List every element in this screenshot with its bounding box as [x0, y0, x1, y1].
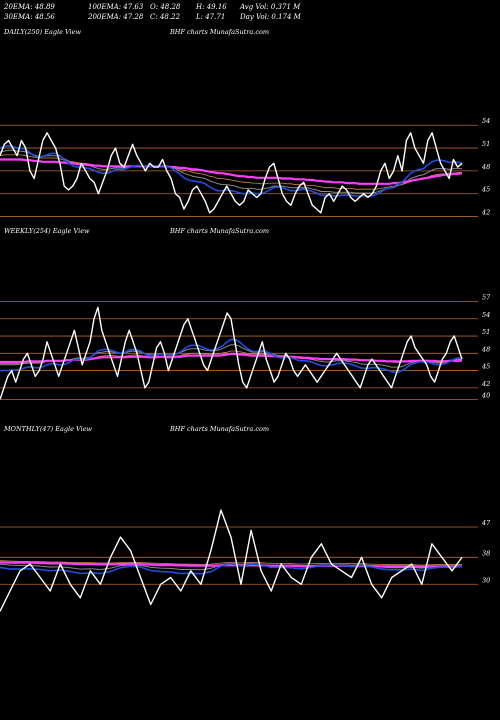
- weekly-y-tick-label: 45: [481, 363, 490, 371]
- weekly-site-label: BHF charts MunafaSutra.com: [170, 227, 270, 235]
- stat-close: C: 48.22: [150, 13, 180, 21]
- monthly-ema-slow-line: [0, 561, 462, 568]
- stat-200ema: 200EMA: 47.28: [88, 13, 144, 21]
- monthly-y-tick-label: 38: [482, 549, 490, 557]
- daily-site-label: BHF charts MunafaSutra.com: [170, 28, 270, 36]
- monthly-y-tick-label: 30: [482, 576, 490, 584]
- stat-high: H: 49.16: [196, 3, 227, 11]
- monthly-site-label: BHF charts MunafaSutra.com: [170, 425, 270, 433]
- stat-open: O: 48.28: [150, 3, 181, 11]
- monthly-y-tick-label: 47: [481, 519, 491, 527]
- daily-y-tick-label: 54: [482, 117, 490, 125]
- daily-y-tick-label: 48: [481, 163, 490, 171]
- stat-day-vol: Day Vol: 0.174 M: [240, 13, 301, 21]
- daily-ema-thin-line: [0, 154, 462, 190]
- weekly-y-tick-label: 42: [481, 380, 490, 388]
- weekly-y-tick-label: 57: [482, 294, 491, 302]
- daily-ema-fast-line: [0, 145, 462, 197]
- daily-panel-label: DAILY(250) Eagle View: [4, 28, 82, 36]
- stat-low: L: 47.71: [196, 13, 226, 21]
- weekly-price-line: [0, 306, 463, 400]
- daily-ema-slow-line: [0, 158, 463, 185]
- stat-20ema: 20EMA: 48.89: [4, 3, 55, 11]
- stat-avg-vol: Avg Vol: 0.371 M: [240, 3, 301, 11]
- monthly-ema-fast-line: [0, 562, 463, 575]
- weekly-y-tick-label: 54: [482, 311, 490, 319]
- weekly-panel-label: WEEKLY(254) Eagle View: [4, 227, 90, 235]
- weekly-y-tick-label: 40: [481, 391, 490, 399]
- daily-y-tick-label: 45: [481, 186, 490, 194]
- daily-y-tick-label: 42: [481, 209, 490, 217]
- monthly-ema-thin-line: [0, 560, 463, 566]
- weekly-ema-mid-line: [0, 344, 462, 368]
- monthly-price-line: [0, 509, 463, 612]
- daily-price-line: [0, 132, 463, 214]
- weekly-ema-slow-line: [0, 352, 462, 364]
- weekly-y-tick-label: 48: [481, 345, 490, 353]
- weekly-ema-fast-line: [0, 338, 462, 374]
- weekly-y-tick-label: 51: [482, 328, 490, 336]
- daily-y-tick-label: 51: [482, 140, 490, 148]
- stat-30ema: 30EMA: 48.56: [4, 13, 55, 21]
- monthly-panel-label: MONTHLY(47) Eagle View: [4, 425, 93, 433]
- stat-100ema: 100EMA: 47.63: [88, 3, 144, 11]
